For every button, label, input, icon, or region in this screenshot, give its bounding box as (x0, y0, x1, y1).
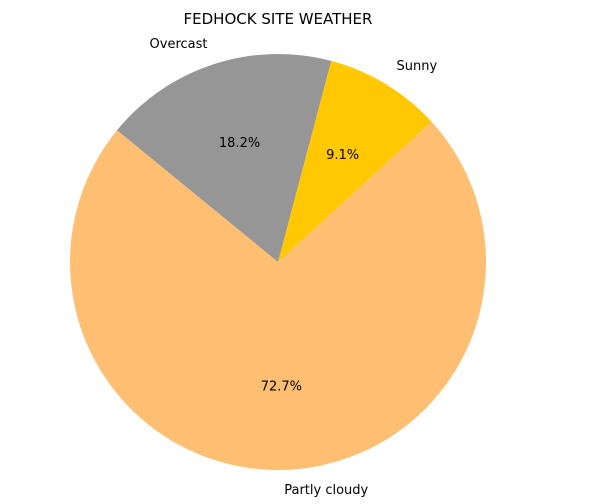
pie-slice-overcast (117, 54, 332, 263)
pie-category-label: Sunny (397, 59, 438, 74)
pie-slice-sunny (278, 60, 432, 262)
pie-category-label: Partly cloudy (284, 483, 368, 498)
chart-title: FEDHOCK SITE WEATHER (184, 10, 373, 28)
pie-slice-partly-cloudy (70, 121, 487, 470)
pie-labels: 72.7% Partly cloudy 9.1% Sunny 18.2% Overcast (150, 37, 438, 498)
pie-category-label: Overcast (150, 37, 208, 52)
pie-pct-label: 18.2% (219, 136, 260, 151)
pie-pct-label: 72.7% (261, 379, 302, 394)
pie-pct-label: 9.1% (326, 148, 359, 163)
pie-slices (70, 54, 487, 470)
